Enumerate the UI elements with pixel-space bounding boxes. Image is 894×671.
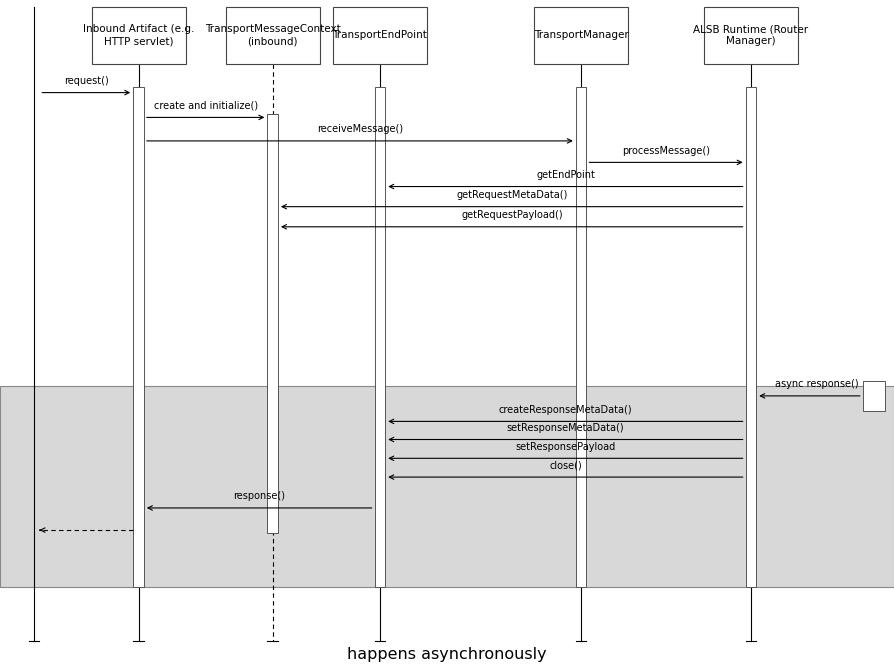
Text: close(): close() xyxy=(549,460,582,470)
Bar xyxy=(267,114,278,533)
Text: ALSB Runtime (Router
Manager): ALSB Runtime (Router Manager) xyxy=(694,24,808,46)
Text: setResponsePayload: setResponsePayload xyxy=(515,442,616,452)
Bar xyxy=(863,381,885,411)
Text: createResponseMetaData(): createResponseMetaData() xyxy=(499,405,632,415)
Bar xyxy=(576,87,586,587)
Bar xyxy=(535,7,628,64)
Bar xyxy=(133,87,144,587)
Text: getEndPoint: getEndPoint xyxy=(536,170,595,180)
Bar xyxy=(333,7,427,64)
Text: async response(): async response() xyxy=(774,379,858,389)
Bar xyxy=(92,7,186,64)
Bar xyxy=(704,7,797,64)
Text: happens asynchronously: happens asynchronously xyxy=(347,647,547,662)
Text: TransportEndPoint: TransportEndPoint xyxy=(333,30,427,40)
Text: Inbound Artifact (e.g.
HTTP servlet): Inbound Artifact (e.g. HTTP servlet) xyxy=(83,24,194,46)
Text: processMessage(): processMessage() xyxy=(622,146,710,156)
Text: setResponseMetaData(): setResponseMetaData() xyxy=(507,423,624,433)
Text: getRequestMetaData(): getRequestMetaData() xyxy=(456,190,568,200)
Text: receiveMessage(): receiveMessage() xyxy=(316,124,403,134)
Bar xyxy=(375,87,385,587)
Text: response(): response() xyxy=(233,491,285,501)
Text: TransportManager: TransportManager xyxy=(534,30,628,40)
Bar xyxy=(0,386,894,587)
Text: TransportMessageContext
(inbound): TransportMessageContext (inbound) xyxy=(205,24,341,46)
Text: request(): request() xyxy=(63,76,109,86)
Bar xyxy=(225,7,320,64)
Text: getRequestPayload(): getRequestPayload() xyxy=(461,210,562,220)
Text: create and initialize(): create and initialize() xyxy=(154,101,257,111)
Bar xyxy=(746,87,756,587)
